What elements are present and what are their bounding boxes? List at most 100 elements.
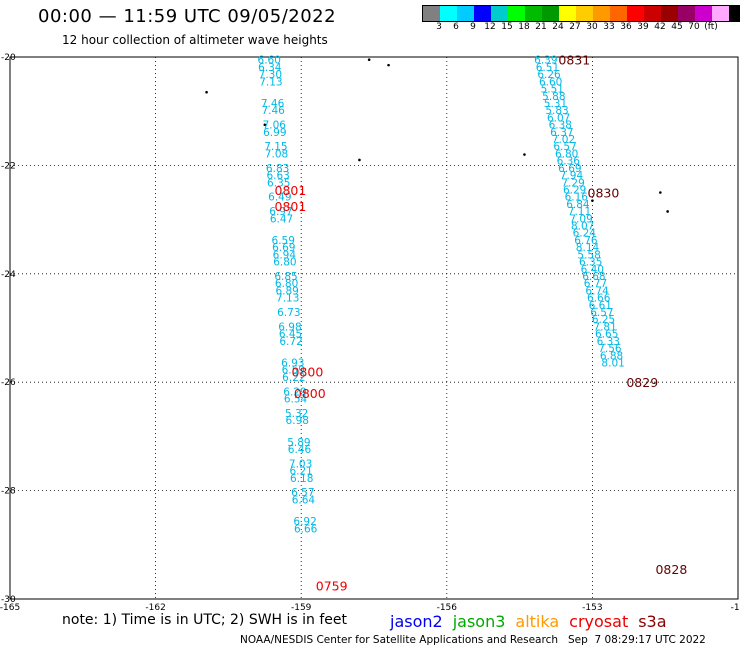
wave-height-label: 6.21 (289, 466, 312, 478)
wave-height-label: 6.46 (288, 444, 312, 456)
wave-height-label: 6.80 (275, 278, 298, 290)
color-swatch (661, 6, 678, 21)
pass-time-label: 0801 (275, 183, 307, 198)
wave-height-label: 5.58 (577, 249, 600, 261)
wave-height-label: 7.94 (560, 170, 584, 182)
wave-height-label: 6.92 (293, 516, 316, 528)
wave-height-label: 7.03 (289, 458, 312, 470)
wave-height-label: 6.77 (584, 278, 607, 290)
latitude-tick-label: -26 (1, 378, 16, 388)
island-dot (387, 63, 390, 67)
wave-height-label: 6.24 (573, 228, 597, 240)
footer-note: note: 1) Time is in UTC; 2) SWH is in fe… (62, 612, 348, 628)
color-scale-label: 3 (436, 22, 442, 32)
pass-time-label: 0800 (291, 364, 323, 379)
color-scale-label: 33 (603, 22, 615, 32)
wave-height-label: 6.49 (268, 192, 291, 204)
latitude-tick-label: -20 (1, 53, 16, 63)
color-swatch (474, 6, 491, 21)
island-dot (358, 158, 361, 162)
color-scale-label: 39 (637, 22, 649, 32)
wave-height-label: 6.47 (270, 213, 293, 225)
satellite-legend-s3a: s3a (638, 612, 667, 631)
color-scale-label: 42 (654, 22, 666, 32)
pass-time-label: 0759 (316, 578, 348, 593)
wave-height-label: 6.07 (547, 112, 570, 124)
wave-height-label: 6.37 (550, 127, 573, 139)
color-scale-label: 21 (535, 22, 547, 32)
wave-height-label: 6.66 (587, 293, 611, 305)
wave-height-label: 6.57 (590, 307, 613, 319)
pass-time-label: 0828 (655, 562, 687, 577)
pass-time-label: 0801 (275, 199, 307, 214)
wave-height-label: 6.65 (595, 329, 618, 341)
color-scale-label: 27 (569, 22, 581, 32)
wave-height-label: 6.89 (275, 285, 298, 297)
wave-height-label: 6.99 (263, 127, 286, 139)
color-swatch (525, 6, 542, 21)
wave-height-label: 6.74 (585, 285, 609, 297)
island-dot (367, 58, 371, 62)
latitude-tick-label: -24 (1, 270, 16, 280)
island-dot (659, 191, 662, 194)
wave-height-label: 6.39 (534, 55, 557, 67)
color-scale-bar (422, 5, 740, 22)
wave-height-label: 6.29 (563, 184, 586, 196)
wave-height-label: 6.88 (600, 350, 623, 362)
color-swatch (678, 6, 695, 21)
color-swatch (593, 6, 610, 21)
wave-height-label: 6.68 (582, 271, 605, 283)
wave-height-label: 6.76 (574, 235, 598, 247)
wave-height-label: 6.80 (273, 257, 296, 269)
wave-height-label: 6.45 (279, 329, 302, 341)
color-scale-label: 24 (552, 22, 564, 32)
wave-height-label: 6.61 (589, 300, 612, 312)
wave-height-label: 6.69 (272, 242, 295, 254)
color-scale-label: 18 (518, 22, 530, 32)
color-scale-label: 70 (688, 22, 700, 32)
wave-height-label: 6.59 (272, 235, 295, 247)
wave-height-label: 6.72 (279, 336, 302, 348)
wave-height-label: 6.22 (282, 372, 305, 384)
wave-height-label: 6.85 (274, 271, 297, 283)
pass-time-label: 0830 (588, 186, 620, 201)
color-scale-label: 12 (484, 22, 496, 32)
wave-height-label: 6.57 (553, 141, 576, 153)
color-swatch (559, 6, 576, 21)
color-swatch (423, 6, 440, 21)
wave-height-label: 6.16 (565, 192, 589, 204)
wave-height-label: 5.88 (542, 91, 565, 103)
wave-height-label: 7.13 (259, 76, 282, 88)
satellite-legend-altika: altika (515, 612, 560, 631)
map-subtitle: 12 hour collection of altimeter wave hei… (62, 33, 328, 47)
wave-height-label: 6.63 (266, 170, 289, 182)
wave-height-label: 5.83 (545, 105, 568, 117)
wave-height-label: 6.25 (592, 314, 615, 326)
color-swatch (712, 6, 729, 21)
island-dot (666, 210, 669, 213)
color-swatch (542, 6, 559, 21)
wave-height-label: 6.38 (549, 120, 572, 132)
wave-height-label: 6.60 (258, 55, 281, 67)
wave-height-label: 6.33 (597, 336, 620, 348)
wave-height-label: 6.57 (291, 487, 314, 499)
color-scale-label: 36 (620, 22, 632, 32)
longitude-tick-label: -153 (582, 603, 602, 613)
wave-height-label: 8.14 (576, 242, 600, 254)
island-dot (591, 199, 594, 202)
wave-height-label: 6.93 (281, 357, 304, 369)
map-frame (9, 56, 739, 600)
wave-height-label: 7.30 (259, 69, 282, 81)
longitude-tick-label: -162 (145, 603, 165, 613)
wave-height-label: 6.64 (292, 494, 316, 506)
wave-height-label: 6.34 (258, 62, 282, 74)
wave-height-label: 5.51 (541, 84, 564, 96)
color-swatch (729, 6, 740, 21)
wave-height-label: 7.29 (561, 177, 584, 189)
wave-height-label: 6.18 (290, 473, 313, 485)
latitude-tick-label: -30 (1, 595, 16, 605)
wave-height-label: 6.51 (536, 62, 559, 74)
pass-time-label: 0831 (558, 53, 590, 68)
wave-height-label: 6.69 (558, 163, 581, 175)
